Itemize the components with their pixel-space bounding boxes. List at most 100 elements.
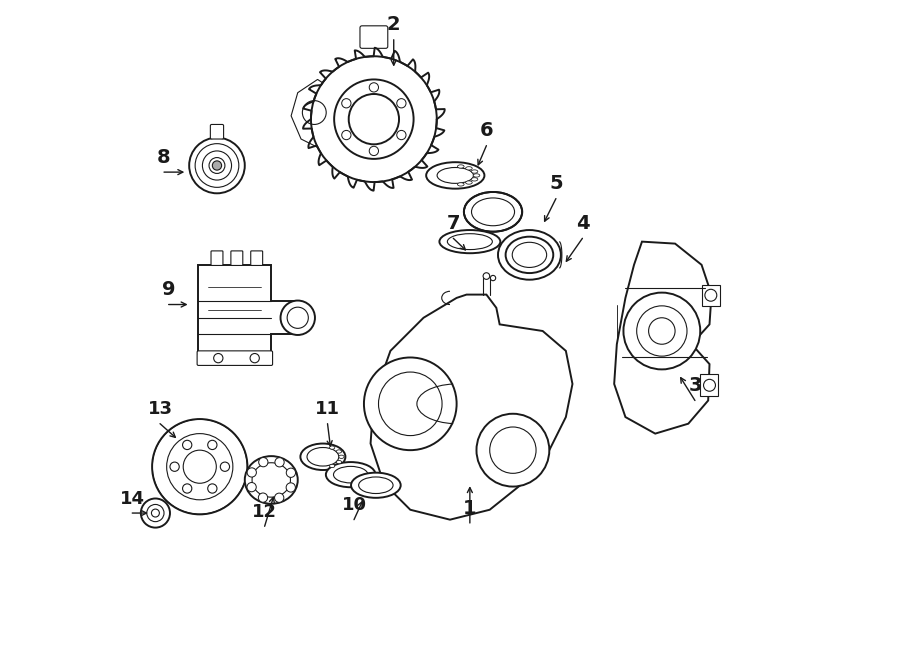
Polygon shape: [291, 79, 338, 149]
Ellipse shape: [437, 167, 473, 183]
Ellipse shape: [252, 463, 291, 497]
Ellipse shape: [506, 237, 554, 273]
Text: 2: 2: [387, 15, 400, 34]
Circle shape: [189, 138, 245, 193]
Ellipse shape: [337, 461, 342, 464]
Ellipse shape: [329, 464, 335, 467]
Circle shape: [183, 440, 192, 449]
Circle shape: [334, 79, 414, 159]
Circle shape: [379, 372, 442, 436]
Circle shape: [248, 468, 256, 477]
Polygon shape: [702, 285, 720, 306]
Ellipse shape: [427, 162, 484, 189]
FancyBboxPatch shape: [231, 251, 243, 265]
Circle shape: [369, 146, 379, 156]
Text: 8: 8: [158, 148, 171, 167]
Polygon shape: [700, 374, 718, 396]
Circle shape: [369, 83, 379, 92]
Circle shape: [209, 158, 225, 173]
Circle shape: [208, 484, 217, 493]
Text: 14: 14: [120, 490, 145, 508]
Circle shape: [213, 354, 223, 363]
Polygon shape: [198, 265, 298, 354]
Text: 10: 10: [341, 496, 366, 514]
Circle shape: [286, 468, 295, 477]
Circle shape: [151, 509, 159, 517]
Circle shape: [636, 306, 687, 356]
Ellipse shape: [301, 444, 346, 470]
Ellipse shape: [498, 230, 561, 280]
Circle shape: [624, 293, 700, 369]
Circle shape: [170, 462, 179, 471]
Circle shape: [342, 99, 351, 108]
Ellipse shape: [472, 170, 478, 173]
FancyBboxPatch shape: [197, 351, 273, 365]
Circle shape: [184, 450, 216, 483]
Circle shape: [287, 307, 309, 328]
FancyBboxPatch shape: [211, 124, 223, 139]
Circle shape: [208, 440, 217, 449]
Ellipse shape: [338, 455, 344, 459]
Circle shape: [147, 504, 164, 522]
Circle shape: [195, 144, 239, 187]
Ellipse shape: [465, 167, 472, 170]
Text: 1: 1: [463, 498, 477, 518]
FancyBboxPatch shape: [211, 251, 223, 265]
Circle shape: [302, 101, 326, 124]
Circle shape: [212, 161, 221, 170]
Ellipse shape: [457, 183, 464, 186]
Text: 12: 12: [252, 503, 277, 521]
Ellipse shape: [447, 234, 492, 250]
Text: 11: 11: [315, 401, 340, 418]
Circle shape: [476, 414, 549, 487]
Circle shape: [274, 493, 284, 502]
Text: 6: 6: [480, 121, 493, 140]
Circle shape: [704, 379, 716, 391]
FancyBboxPatch shape: [360, 26, 388, 48]
Ellipse shape: [334, 466, 368, 483]
Circle shape: [397, 99, 406, 108]
Circle shape: [397, 130, 406, 140]
Circle shape: [166, 434, 233, 500]
Circle shape: [152, 419, 248, 514]
Text: 5: 5: [549, 174, 562, 193]
Ellipse shape: [351, 473, 400, 498]
Circle shape: [258, 493, 267, 502]
Circle shape: [250, 354, 259, 363]
Ellipse shape: [472, 198, 515, 226]
Ellipse shape: [337, 450, 342, 453]
Ellipse shape: [439, 230, 500, 254]
Ellipse shape: [245, 456, 298, 504]
Ellipse shape: [464, 192, 522, 232]
Circle shape: [247, 483, 256, 492]
Ellipse shape: [512, 242, 546, 267]
Circle shape: [281, 301, 315, 335]
Text: 13: 13: [148, 401, 173, 418]
Circle shape: [140, 498, 170, 528]
Circle shape: [311, 56, 436, 182]
Circle shape: [258, 457, 268, 467]
Ellipse shape: [358, 477, 393, 494]
Polygon shape: [371, 295, 572, 520]
Polygon shape: [614, 242, 712, 434]
Circle shape: [491, 275, 496, 281]
Ellipse shape: [472, 177, 478, 181]
Circle shape: [202, 151, 231, 180]
Circle shape: [364, 357, 456, 450]
Ellipse shape: [326, 462, 375, 487]
Circle shape: [705, 289, 716, 301]
Circle shape: [348, 94, 399, 144]
Ellipse shape: [473, 174, 480, 177]
Circle shape: [490, 427, 536, 473]
Circle shape: [649, 318, 675, 344]
Ellipse shape: [329, 446, 335, 449]
Text: 7: 7: [446, 214, 460, 233]
Ellipse shape: [465, 181, 472, 184]
Circle shape: [483, 273, 490, 279]
Circle shape: [183, 484, 192, 493]
FancyBboxPatch shape: [251, 251, 263, 265]
Circle shape: [286, 483, 295, 492]
Circle shape: [342, 130, 351, 140]
Ellipse shape: [307, 448, 338, 466]
Circle shape: [220, 462, 230, 471]
